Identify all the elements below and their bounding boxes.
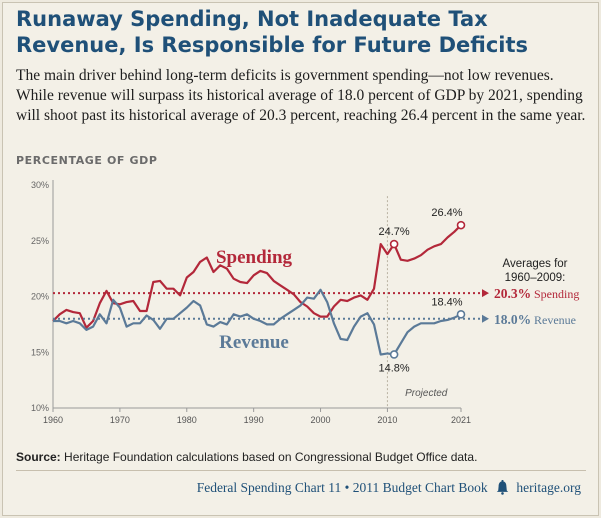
title-line-1: Runaway Spending, Not Inadequate Tax <box>16 7 488 31</box>
source-text: Heritage Foundation calculations based o… <box>60 450 478 464</box>
revenue-average-name: Revenue <box>534 313 576 327</box>
revenue-average-arrow <box>482 314 489 323</box>
spending-highlight-label: 26.4% <box>431 207 462 219</box>
x-tick-label: 1980 <box>177 415 197 425</box>
title-line-2: Revenue, Is Responsible for Future Defic… <box>16 33 529 57</box>
y-axis-label: PERCENTAGE OF GDP <box>16 154 158 167</box>
x-tick-label: 2021 <box>451 415 471 425</box>
spending-average-value: 20.3% <box>494 286 531 301</box>
y-tick-label: 15% <box>31 347 49 357</box>
spending-average-name: Spending <box>534 287 579 301</box>
revenue-highlight-label: 14.8% <box>379 362 410 374</box>
revenue-highlight-label: 18.4% <box>431 296 462 308</box>
spending-highlight-point <box>389 239 399 249</box>
chart-subtitle: The main driver behind long-term deficit… <box>16 67 586 124</box>
footer: Federal Spending Chart 11 • 2011 Budget … <box>197 480 581 499</box>
chart-title: Runaway Spending, Not Inadequate Tax Rev… <box>16 6 586 58</box>
liberty-bell-icon <box>495 480 510 499</box>
x-tick-label: 1990 <box>244 415 264 425</box>
y-tick-label: 25% <box>31 236 49 246</box>
x-tick-label: 2010 <box>377 415 397 425</box>
x-tick-label: 2000 <box>311 415 331 425</box>
source-note: Source: Heritage Foundation calculations… <box>16 450 586 464</box>
source-label: Source: <box>16 450 61 464</box>
averages-title: Averages for <box>503 258 568 270</box>
x-tick-label: 1970 <box>110 415 130 425</box>
spending-average-arrow <box>482 289 489 298</box>
spending-highlight-point <box>456 220 466 230</box>
revenue-highlight-point <box>456 310 466 319</box>
footer-divider <box>16 470 586 471</box>
revenue-highlight-point <box>389 350 399 359</box>
averages-title-line-2: 1960–2009: <box>505 272 566 284</box>
spending-series-label: Spending <box>216 247 293 268</box>
footer-chart-name: Federal Spending Chart 11 • 2011 Budget … <box>196 480 488 495</box>
projected-label: Projected <box>405 388 448 399</box>
spending-highlight-label: 24.7% <box>379 226 410 238</box>
y-tick-label: 20% <box>31 292 49 302</box>
x-tick-label: 1960 <box>43 415 63 425</box>
y-tick-label: 30% <box>31 180 49 190</box>
revenue-series-label: Revenue <box>219 332 289 353</box>
revenue-average-value: 18.0% <box>494 312 531 327</box>
spending-line <box>52 224 462 329</box>
footer-site-link[interactable]: heritage.org <box>516 480 581 495</box>
y-tick-label: 10% <box>31 403 49 413</box>
